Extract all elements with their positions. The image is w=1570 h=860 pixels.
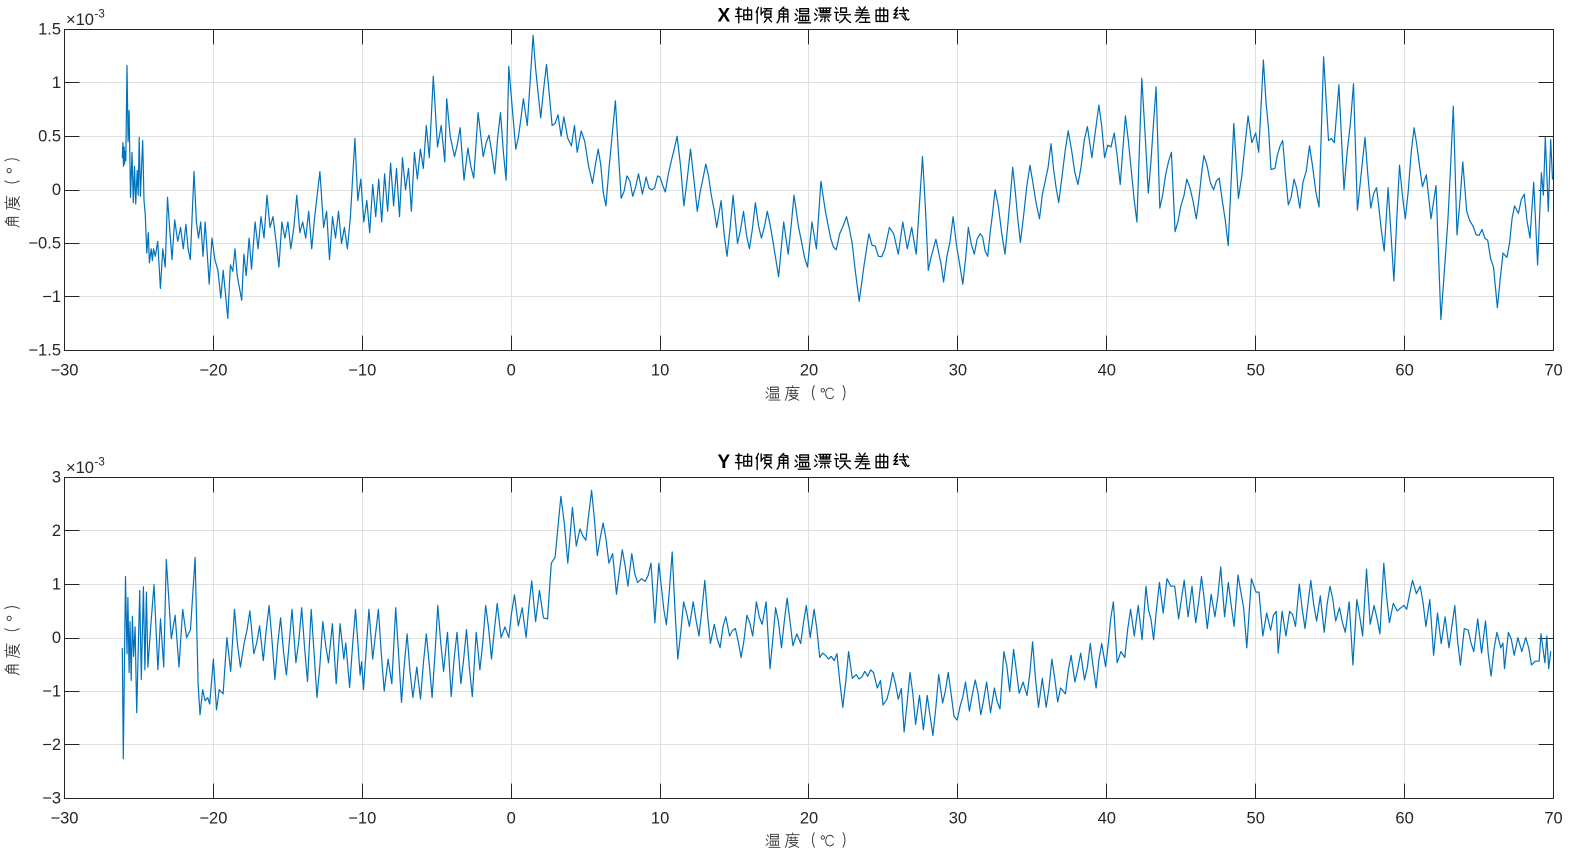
svg-text:60: 60 bbox=[1395, 809, 1413, 827]
svg-text:−30: −30 bbox=[51, 809, 79, 827]
svg-text:−2: −2 bbox=[42, 736, 61, 754]
svg-text:−10: −10 bbox=[348, 809, 376, 827]
svg-text:−30: −30 bbox=[51, 361, 79, 379]
svg-text:X: X bbox=[718, 6, 731, 27]
svg-text:30: 30 bbox=[949, 361, 967, 379]
svg-text:70: 70 bbox=[1544, 809, 1562, 827]
svg-text:−3: −3 bbox=[42, 790, 61, 808]
svg-text:0: 0 bbox=[507, 361, 516, 379]
svg-text:50: 50 bbox=[1247, 809, 1265, 827]
svg-text:×10: ×10 bbox=[66, 459, 94, 477]
svg-text:10: 10 bbox=[651, 361, 669, 379]
svg-text:1: 1 bbox=[52, 576, 61, 594]
svg-text:0: 0 bbox=[52, 181, 61, 199]
svg-text:−20: −20 bbox=[199, 809, 227, 827]
svg-text:20: 20 bbox=[800, 361, 818, 379]
svg-text:70: 70 bbox=[1544, 361, 1562, 379]
svg-text:60: 60 bbox=[1395, 361, 1413, 379]
svg-text:50: 50 bbox=[1247, 361, 1265, 379]
svg-text:−10: −10 bbox=[348, 361, 376, 379]
svg-text:0: 0 bbox=[507, 809, 516, 827]
svg-text:40: 40 bbox=[1098, 361, 1116, 379]
svg-text:-3: -3 bbox=[95, 456, 105, 468]
svg-text:2: 2 bbox=[52, 522, 61, 540]
svg-text:0.5: 0.5 bbox=[38, 128, 61, 146]
svg-text:1: 1 bbox=[52, 74, 61, 92]
svg-text:Y: Y bbox=[718, 452, 731, 473]
svg-text:-3: -3 bbox=[95, 8, 105, 20]
svg-text:−1: −1 bbox=[42, 288, 61, 306]
svg-text:×10: ×10 bbox=[66, 11, 94, 29]
svg-text:10: 10 bbox=[651, 809, 669, 827]
svg-text:3: 3 bbox=[52, 469, 61, 487]
svg-text:−0.5: −0.5 bbox=[28, 235, 61, 253]
svg-text:1.5: 1.5 bbox=[38, 21, 61, 39]
svg-text:30: 30 bbox=[949, 809, 967, 827]
svg-text:−1: −1 bbox=[42, 683, 61, 701]
svg-text:−20: −20 bbox=[199, 361, 227, 379]
svg-text:20: 20 bbox=[800, 809, 818, 827]
svg-text:0: 0 bbox=[52, 629, 61, 647]
svg-text:40: 40 bbox=[1098, 809, 1116, 827]
svg-text:−1.5: −1.5 bbox=[28, 342, 61, 360]
